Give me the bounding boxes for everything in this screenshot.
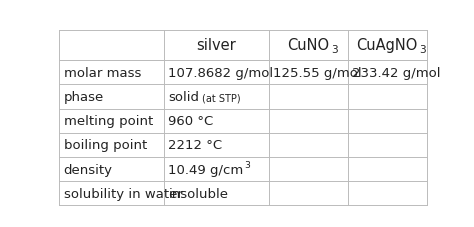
Text: insoluble: insoluble <box>168 187 228 200</box>
Text: CuAgNO: CuAgNO <box>356 38 418 53</box>
Text: molar mass: molar mass <box>64 66 141 79</box>
Text: boiling point: boiling point <box>64 139 147 152</box>
Text: 2212 °C: 2212 °C <box>168 139 222 152</box>
Text: solubility in water: solubility in water <box>64 187 182 200</box>
Text: density: density <box>64 163 113 176</box>
Text: phase: phase <box>64 91 104 104</box>
Text: (at STP): (at STP) <box>202 93 241 103</box>
Text: melting point: melting point <box>64 115 153 128</box>
Text: 10.49 g/cm: 10.49 g/cm <box>168 163 244 176</box>
Text: silver: silver <box>196 38 236 53</box>
Text: CuNO: CuNO <box>287 38 329 53</box>
Text: 3: 3 <box>245 160 251 169</box>
Text: 233.42 g/mol: 233.42 g/mol <box>352 66 440 79</box>
Text: 125.55 g/mol: 125.55 g/mol <box>273 66 362 79</box>
Text: 960 °C: 960 °C <box>168 115 214 128</box>
Text: solid: solid <box>168 91 200 104</box>
Text: 107.8682 g/mol: 107.8682 g/mol <box>168 66 273 79</box>
Text: 3: 3 <box>419 45 427 55</box>
Text: 3: 3 <box>331 45 338 55</box>
